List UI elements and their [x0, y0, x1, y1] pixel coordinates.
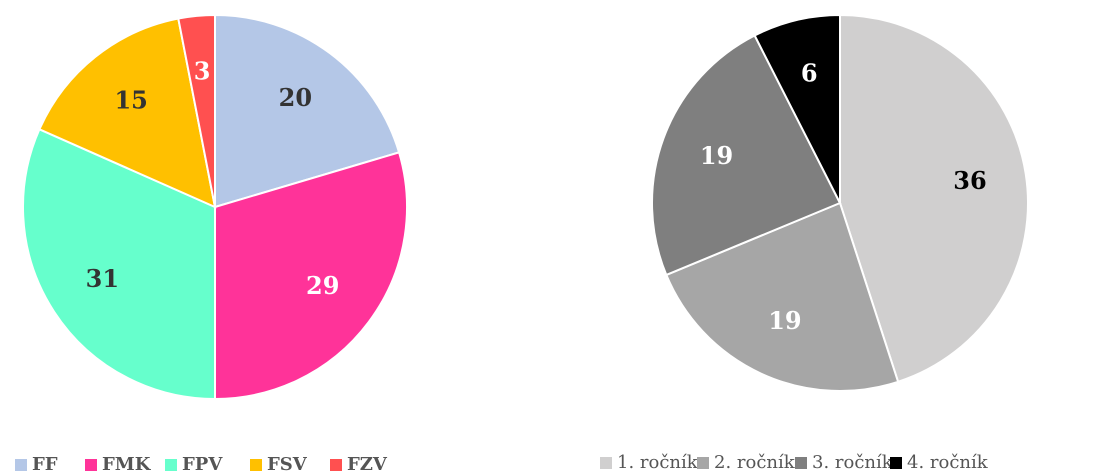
pie-slice	[753, 13, 841, 204]
legend-swatch	[15, 459, 27, 471]
data-label: 31	[86, 264, 119, 293]
legend-label: FF	[32, 454, 58, 474]
legend-label: 2. ročník	[714, 452, 796, 473]
pie-slice	[839, 13, 1029, 384]
data-label: 20	[279, 83, 312, 112]
pie-slice	[651, 34, 842, 277]
legend-label: 4. ročník	[907, 452, 989, 473]
data-label: 19	[700, 141, 733, 170]
legend-label: FZV	[347, 454, 388, 474]
legend-label: FPV	[182, 454, 223, 474]
data-label: 6	[801, 59, 818, 88]
pie-slice	[214, 13, 401, 209]
legend-swatch	[600, 457, 612, 469]
legend-swatch	[165, 459, 177, 471]
data-label: 19	[768, 306, 801, 335]
legend-swatch	[795, 457, 807, 469]
legend-label: FMK	[102, 454, 152, 474]
pie-slice	[214, 151, 408, 401]
data-label: 15	[114, 85, 147, 114]
pie-slice	[665, 201, 900, 392]
legend-swatch	[890, 457, 902, 469]
legend-swatch	[250, 459, 262, 471]
legend-swatch	[85, 459, 97, 471]
pie-slice	[38, 17, 217, 209]
legend-label: FSV	[267, 454, 308, 474]
pie-slice	[177, 13, 216, 208]
legend-swatch	[697, 457, 709, 469]
legend-label: 1. ročník	[617, 452, 699, 473]
data-label: 29	[306, 271, 339, 300]
legend-swatch	[330, 459, 342, 471]
data-label: 36	[953, 166, 986, 195]
data-label: 3	[194, 57, 211, 86]
legend-label: 3. ročník	[812, 452, 894, 473]
pie-slice	[22, 127, 216, 401]
